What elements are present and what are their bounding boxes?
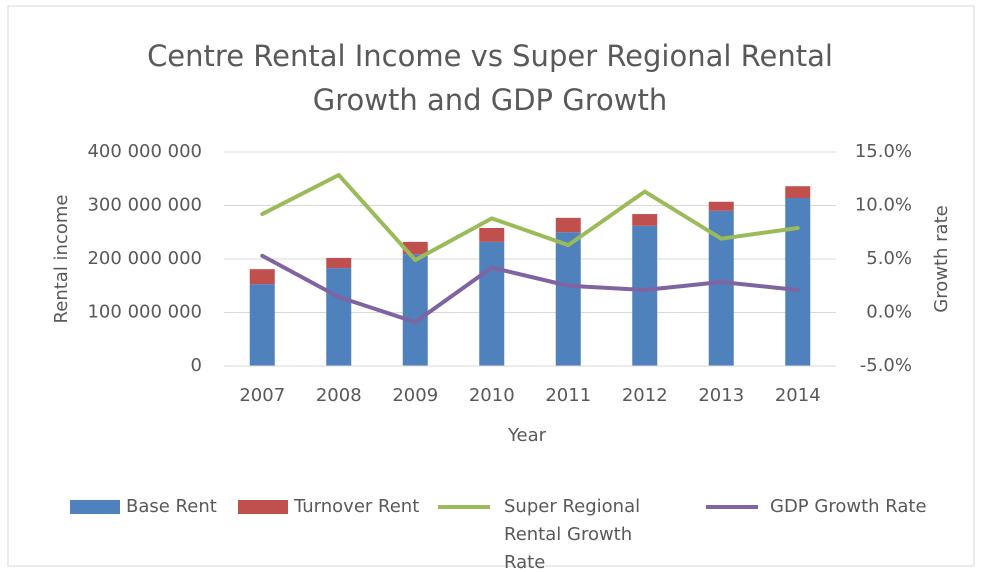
y2-tick-label: 5.0%	[866, 248, 912, 269]
y-tick-label: 0	[191, 355, 202, 376]
y2-tick-label: -5.0%	[860, 355, 912, 376]
bar	[249, 284, 275, 366]
y2-tick-label: 10.0%	[855, 195, 912, 216]
x-axis-label: Year	[507, 425, 547, 446]
x-tick-label: 2011	[545, 385, 591, 406]
bar	[785, 198, 811, 366]
line-series	[260, 253, 800, 325]
legend-swatch	[70, 500, 120, 514]
bar	[402, 254, 428, 366]
legend-label: GDP Growth Rate	[770, 496, 927, 517]
x-tick-label: 2013	[698, 385, 744, 406]
bar	[326, 257, 352, 269]
bar	[479, 241, 505, 366]
x-tick-label: 2014	[775, 385, 821, 406]
x-tick-label: 2010	[469, 385, 515, 406]
bar	[555, 217, 581, 233]
y2-tick-label: 0.0%	[866, 302, 912, 323]
legend-swatch	[238, 500, 288, 514]
y2-axis-label: Growth rate	[931, 205, 952, 312]
legend-label: Super Regional Rental Growth Rate	[504, 496, 641, 572]
y-tick-label: 300 000 000	[87, 195, 202, 216]
bar	[555, 232, 581, 366]
bar	[785, 186, 811, 199]
x-tick-label: 2012	[622, 385, 668, 406]
y2-tick-label: 15.0%	[855, 141, 912, 162]
bar	[708, 201, 734, 211]
legend-label: Base Rent	[126, 496, 217, 517]
bar	[249, 269, 275, 285]
bar	[632, 225, 658, 366]
x-tick-label: 2008	[316, 385, 362, 406]
y-tick-label: 400 000 000	[87, 141, 202, 162]
y-axis-label: Rental income	[51, 195, 72, 324]
bar	[479, 227, 505, 242]
x-tick-label: 2009	[392, 385, 438, 406]
bar	[326, 268, 352, 366]
legend-swatch	[438, 505, 490, 509]
chart-border	[7, 5, 975, 567]
legend-label: Turnover Rent	[294, 496, 420, 517]
legend-swatch	[706, 505, 758, 509]
line-series	[260, 173, 800, 263]
chart-title: Centre Rental Income vs Super Regional R…	[147, 39, 833, 117]
x-tick-label: 2007	[239, 385, 285, 406]
y-tick-label: 200 000 000	[87, 248, 202, 269]
y-tick-label: 100 000 000	[87, 302, 202, 323]
bar	[632, 214, 658, 226]
